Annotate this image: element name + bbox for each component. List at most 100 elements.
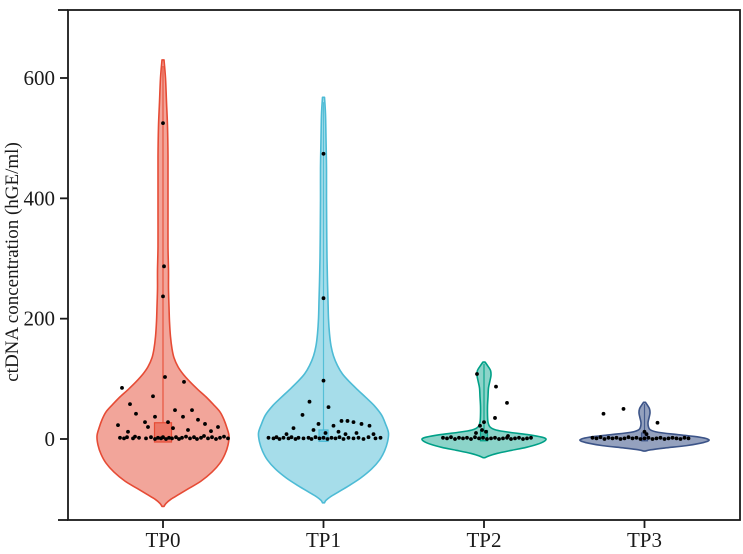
- data-point-tp3: [654, 436, 659, 441]
- data-point-tp0: [120, 385, 124, 390]
- data-point-tp1: [301, 436, 306, 441]
- data-point-tp1: [378, 435, 383, 440]
- data-point-tp0: [226, 436, 230, 441]
- x-tick-label-tp0: TP0: [145, 528, 180, 552]
- data-point-tp0: [143, 420, 147, 425]
- data-point-tp0: [196, 417, 200, 422]
- data-point-tp1: [266, 435, 271, 440]
- data-point-tp1: [337, 435, 342, 440]
- y-tick-label-200: 200: [24, 307, 56, 331]
- data-point-tp1: [289, 435, 294, 440]
- data-point-tp0: [203, 422, 207, 426]
- data-point-tp0: [184, 434, 188, 439]
- data-point-tp1: [325, 437, 330, 441]
- data-point-tp1: [339, 419, 344, 423]
- data-point-tp0: [153, 437, 157, 441]
- data-point-tp0: [161, 294, 165, 299]
- data-point-tp1: [329, 435, 334, 440]
- data-point-tp2: [509, 437, 513, 441]
- data-point-tp1: [367, 423, 372, 428]
- x-tick-label-tp3: TP3: [627, 528, 662, 552]
- data-point-tp0: [128, 402, 132, 407]
- data-point-tp0: [125, 435, 129, 440]
- data-point-tp1: [336, 429, 341, 434]
- data-point-tp0: [166, 420, 170, 425]
- data-point-tp0: [180, 435, 184, 440]
- data-point-tp1: [326, 405, 331, 410]
- data-point-tp1: [361, 437, 366, 441]
- data-point-tp2: [478, 423, 482, 428]
- data-point-tp2: [474, 431, 478, 435]
- data-point-tp1: [341, 437, 346, 441]
- data-point-tp2: [482, 420, 486, 425]
- data-point-tp0: [116, 423, 120, 428]
- data-point-tp2: [461, 436, 465, 441]
- box-tp1: [318, 429, 329, 443]
- data-point-tp0: [164, 437, 168, 441]
- data-point-tp0: [174, 435, 178, 440]
- data-point-tp0: [195, 437, 199, 441]
- data-point-tp0: [162, 264, 166, 269]
- data-point-tp2: [497, 437, 501, 441]
- data-point-tp3: [614, 435, 619, 440]
- data-point-tp0: [153, 414, 157, 419]
- data-point-tp2: [489, 436, 493, 441]
- data-point-tp0: [173, 408, 177, 413]
- data-point-tp2: [484, 429, 488, 434]
- data-point-tp0: [122, 436, 126, 441]
- data-point-tp2: [493, 435, 497, 440]
- data-point-tp1: [274, 435, 279, 440]
- data-point-tp0: [126, 429, 130, 434]
- data-point-tp0: [161, 121, 165, 126]
- data-point-tp0: [192, 435, 196, 440]
- data-point-tp1: [356, 435, 361, 440]
- data-point-tp0: [171, 426, 175, 431]
- data-point-tp1: [291, 426, 296, 431]
- data-point-tp1: [316, 422, 321, 426]
- data-point-tp1: [281, 435, 286, 440]
- data-point-tp3: [658, 435, 663, 440]
- data-point-tp2: [506, 434, 510, 438]
- data-point-tp1: [366, 435, 371, 440]
- data-point-tp0: [218, 435, 222, 440]
- box-tp2: [479, 429, 489, 442]
- y-tick-label-600: 600: [24, 66, 56, 90]
- data-point-tp2: [453, 437, 457, 441]
- data-point-tp3: [634, 435, 639, 440]
- data-point-tp1: [333, 436, 338, 441]
- data-point-tp3: [601, 411, 606, 416]
- data-point-tp0: [137, 435, 141, 440]
- data-point-tp1: [331, 423, 336, 428]
- data-point-tp0: [167, 435, 171, 440]
- x-tick-label-tp2: TP2: [466, 528, 501, 552]
- data-point-tp0: [181, 414, 185, 419]
- data-point-tp0: [206, 436, 210, 441]
- data-point-tp2: [525, 436, 529, 441]
- data-point-tp2: [501, 436, 505, 441]
- data-point-tp1: [307, 399, 312, 404]
- data-point-tp1: [306, 435, 311, 440]
- data-point-tp0: [133, 434, 137, 439]
- data-point-tp0: [170, 436, 174, 441]
- data-point-tp1: [300, 413, 305, 417]
- data-point-tp3: [602, 437, 607, 441]
- data-point-tp1: [313, 435, 318, 440]
- data-point-tp0: [202, 434, 206, 438]
- data-point-tp2: [485, 437, 489, 441]
- data-point-tp0: [149, 435, 153, 440]
- data-point-tp0: [134, 411, 138, 416]
- data-point-tp1: [293, 437, 298, 441]
- data-point-tp0: [146, 425, 150, 429]
- data-point-tp2: [494, 384, 498, 389]
- data-point-tp1: [321, 151, 326, 156]
- data-point-tp3: [678, 437, 683, 441]
- data-point-tp0: [216, 425, 220, 429]
- data-point-tp3: [674, 436, 679, 441]
- data-point-tp2: [445, 436, 449, 441]
- data-point-tp3: [682, 435, 687, 440]
- data-point-tp2: [477, 436, 481, 441]
- data-point-tp0: [209, 429, 213, 434]
- data-point-tp1: [351, 436, 356, 441]
- x-tick-label-tp1: TP1: [306, 528, 341, 552]
